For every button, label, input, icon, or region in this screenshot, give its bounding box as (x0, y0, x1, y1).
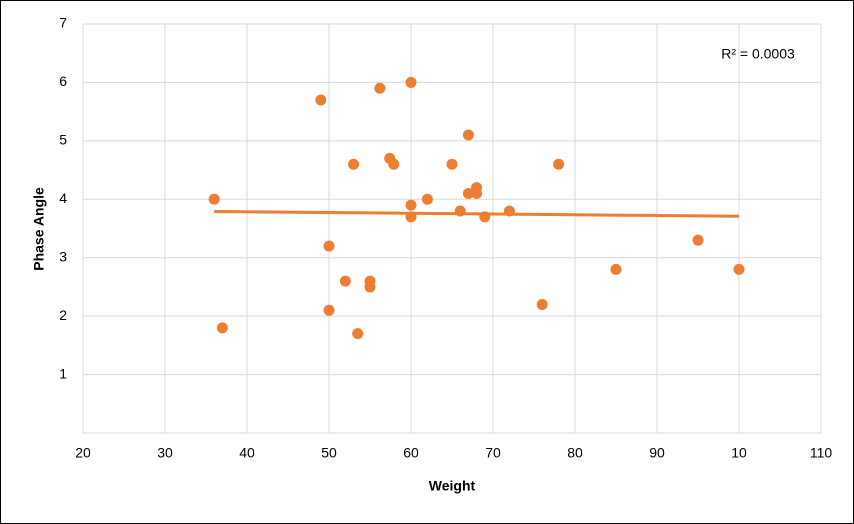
y-tick-label: 5 (59, 132, 67, 148)
x-tick-label: 50 (321, 445, 337, 461)
point (315, 94, 327, 106)
y-tick-label: 6 (59, 73, 67, 89)
point (692, 234, 704, 246)
point (405, 76, 417, 88)
x-tick-label: 60 (403, 445, 419, 461)
point (610, 263, 622, 275)
point (536, 298, 548, 310)
point (374, 82, 386, 94)
point (348, 158, 360, 170)
point (471, 187, 483, 199)
point (339, 275, 351, 287)
point (364, 281, 376, 293)
point (405, 199, 417, 211)
y-tick-label: 3 (59, 248, 67, 264)
point (216, 322, 228, 334)
x-tick-label: 90 (649, 445, 665, 461)
y-tick-label: 2 (59, 307, 67, 323)
x-tick-label: 110 (810, 445, 833, 461)
point (323, 304, 335, 316)
x-tick-label: 70 (485, 445, 501, 461)
point (553, 158, 565, 170)
y-tick-label: 4 (59, 190, 67, 206)
point (462, 129, 474, 141)
point (733, 263, 745, 275)
x-tick-label: 40 (239, 445, 255, 461)
x-tick-label: 20 (75, 445, 91, 461)
point (462, 187, 474, 199)
y-tick-label: 7 (59, 15, 67, 31)
annotation: R² = 0.0003 (721, 46, 795, 62)
x-tick-label: 10 (731, 445, 747, 461)
point (388, 158, 400, 170)
point (446, 158, 458, 170)
point (323, 240, 335, 252)
point (208, 193, 220, 205)
point (352, 328, 364, 340)
y-tick-label: 1 (59, 365, 67, 381)
x-tick-label: 80 (567, 445, 583, 461)
x-tick-label: 30 (157, 445, 173, 461)
y-axis-title: Phase Angle (31, 187, 47, 271)
x-axis-title: Weight (429, 478, 476, 494)
point (421, 193, 433, 205)
trendline (214, 210, 740, 218)
